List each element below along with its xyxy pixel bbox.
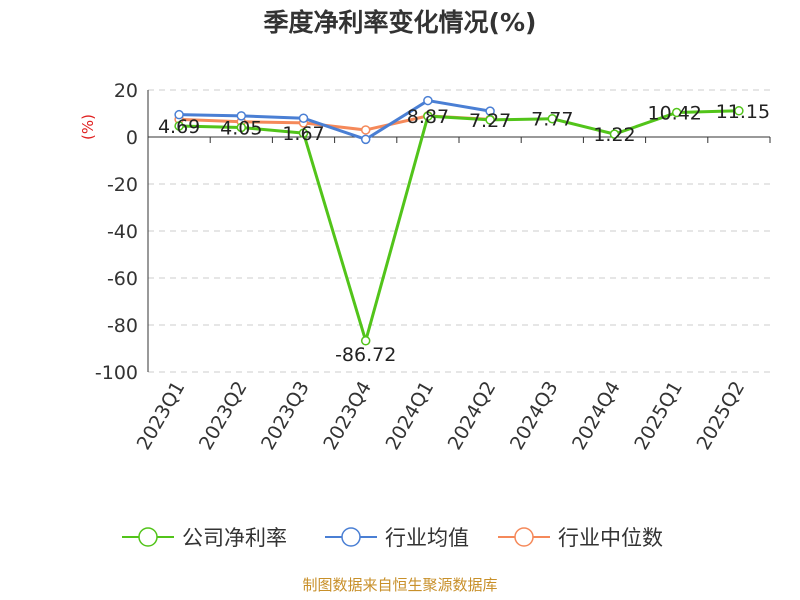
grid-lines: [148, 89, 770, 373]
data-label: 10.42: [647, 103, 701, 125]
data-point: [485, 115, 495, 125]
data-labels: 4.69 4.05 1.67 -86.72 8.87 7.27 7.77 1.22 10.42 1…: [158, 101, 770, 366]
source-note: 制图数据来自恒生聚源数据库: [302, 576, 497, 594]
axes: [147, 90, 771, 372]
data-point: [547, 113, 558, 124]
data-point: [360, 336, 371, 346]
data-point: [671, 107, 682, 118]
data-label: 7.27: [469, 110, 511, 132]
y-tick-label: -60: [107, 268, 138, 290]
data-label: 11.15: [716, 101, 770, 123]
x-tick-label: 2024Q4: [568, 378, 625, 454]
x-tick-label: 2023Q1: [133, 378, 190, 454]
data-point: [236, 111, 247, 121]
data-point: [298, 113, 309, 123]
data-point: [174, 109, 184, 120]
data-point: [485, 106, 495, 116]
data-label: 1.67: [282, 123, 324, 145]
x-tick-label: 2023Q3: [257, 378, 314, 454]
y-axis-label: (%): [79, 114, 97, 140]
legend-marker: [341, 527, 361, 547]
data-label: -86.72: [335, 344, 396, 366]
data-point: [734, 106, 744, 116]
series-lines: [174, 95, 744, 346]
x-tick-label: 2024Q3: [506, 378, 563, 454]
x-tick-label: 2025Q1: [630, 378, 687, 454]
y-tick-label: -20: [107, 174, 138, 196]
data-label: 8.87: [407, 106, 449, 128]
x-tick-label: 2023Q2: [195, 378, 252, 454]
data-point: [236, 122, 247, 133]
legend-marker: [514, 527, 534, 547]
y-tick-label: 20: [114, 80, 138, 102]
x-tick-label: 2024Q2: [444, 378, 501, 454]
x-tick-label: 2023Q4: [319, 378, 376, 454]
data-point: [423, 111, 433, 121]
y-tick-labels: 20 0 -20 -40 -60 -80 -100: [95, 80, 138, 384]
data-point: [360, 125, 371, 135]
x-tick-labels: 2023Q1 2023Q2 2023Q3 2023Q4 2024Q1 2024Q2 2024…: [133, 378, 750, 454]
legend-label: 行业均值: [385, 526, 469, 550]
x-tick-label: 2024Q1: [381, 378, 438, 454]
data-point: [360, 134, 371, 145]
legend: 公司净利率 行业均值 行业中位数: [122, 526, 663, 550]
series-line: [179, 99, 491, 141]
data-point: [174, 121, 184, 131]
chart-title: 季度净利率变化情况(%): [264, 8, 537, 37]
data-label: 4.05: [220, 117, 262, 139]
data-point: [609, 129, 620, 139]
data-label: 1.22: [593, 124, 635, 146]
x-tick-label: 2025Q2: [692, 378, 749, 454]
legend-label: 行业中位数: [558, 526, 663, 550]
y-tick-label: -80: [107, 315, 138, 337]
data-point: [423, 95, 433, 106]
legend-label: 公司净利率: [182, 526, 287, 550]
legend-marker: [138, 527, 158, 547]
data-point: [298, 128, 309, 138]
y-tick-label: -100: [95, 362, 138, 384]
y-tick-label: 0: [126, 127, 138, 149]
series-line: [179, 109, 739, 343]
y-tick-label: -40: [107, 221, 138, 243]
data-label: 7.77: [531, 109, 573, 131]
data-label: 4.69: [158, 116, 200, 138]
